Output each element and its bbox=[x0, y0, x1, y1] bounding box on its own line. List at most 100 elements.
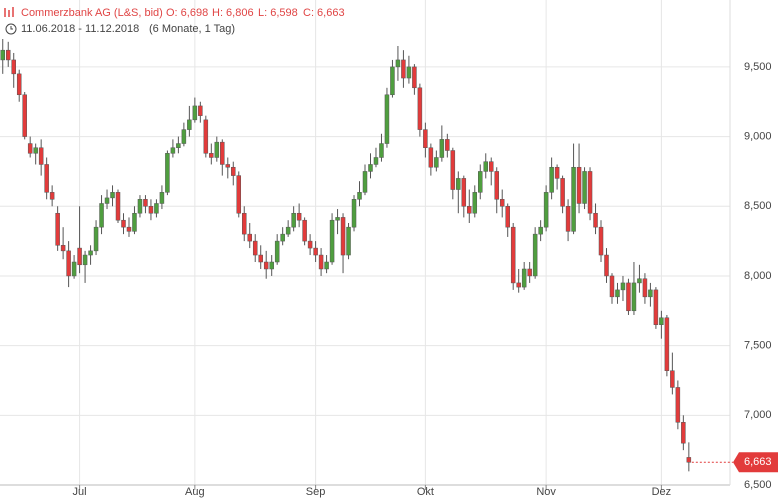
candle-body bbox=[77, 247, 82, 266]
candle-body bbox=[214, 141, 220, 158]
candle-body bbox=[0, 49, 5, 61]
candle-body bbox=[307, 240, 313, 249]
candle-body bbox=[560, 178, 565, 207]
candle-body bbox=[428, 147, 434, 168]
candle-body bbox=[488, 161, 494, 172]
candle-body bbox=[494, 171, 499, 200]
candle-body bbox=[16, 73, 22, 96]
candle-body bbox=[373, 157, 379, 165]
candle-body bbox=[280, 233, 285, 242]
low-label: L: 6,598 bbox=[258, 7, 298, 19]
candle-body bbox=[615, 289, 620, 298]
candle-body bbox=[170, 147, 176, 154]
candle-body bbox=[379, 143, 384, 158]
candle-body bbox=[121, 219, 126, 228]
x-tick-label: Jul bbox=[73, 486, 87, 498]
candle-body bbox=[571, 166, 576, 232]
candle-body bbox=[521, 268, 527, 288]
x-tick-label: Sep bbox=[306, 486, 326, 498]
candle-body bbox=[154, 203, 159, 214]
candle-body bbox=[620, 282, 626, 291]
candle-body bbox=[258, 254, 263, 263]
x-tick-label: Okt bbox=[417, 486, 434, 498]
instrument: Commerzbank AG (L&S, bid) bbox=[21, 7, 163, 19]
candle-body bbox=[209, 153, 214, 158]
candle-body bbox=[203, 119, 209, 154]
candle-body bbox=[362, 171, 368, 193]
candle-body bbox=[450, 150, 456, 190]
candle-body bbox=[351, 199, 357, 228]
candle-body bbox=[93, 226, 99, 252]
candle-body bbox=[165, 153, 170, 193]
candle-body bbox=[88, 250, 93, 256]
grid bbox=[0, 0, 730, 486]
candle-body bbox=[285, 226, 291, 235]
y-tick-label: 6,500 bbox=[744, 479, 772, 491]
candle-body bbox=[329, 219, 335, 263]
last-price-tag bbox=[733, 452, 778, 473]
candle-body bbox=[472, 192, 478, 214]
candle-body bbox=[241, 212, 247, 235]
candle-body bbox=[335, 217, 340, 221]
header: Commerzbank AG (L&S, bid) O: 6,698 H: 6,… bbox=[4, 7, 345, 35]
candle-body bbox=[659, 317, 664, 325]
candle-body bbox=[395, 59, 401, 68]
candle-body bbox=[22, 94, 27, 137]
candle-body bbox=[478, 171, 483, 193]
candle-body bbox=[445, 139, 450, 151]
y-tick-label: 7,500 bbox=[744, 340, 772, 352]
candle-body bbox=[269, 261, 274, 270]
candle-body bbox=[527, 268, 532, 277]
candle-body bbox=[263, 261, 269, 270]
candle-body bbox=[247, 233, 252, 242]
clock-hands bbox=[10, 26, 13, 30]
candle-body bbox=[412, 66, 417, 89]
candle-body bbox=[187, 119, 192, 130]
candle-body bbox=[505, 206, 510, 228]
date-range: 11.06.2018 - 11.12.2018 bbox=[21, 23, 139, 35]
candle-body bbox=[467, 206, 472, 214]
candle-body bbox=[55, 212, 60, 246]
candle-body bbox=[5, 49, 11, 61]
candle-body bbox=[423, 129, 428, 148]
candle-body bbox=[82, 254, 88, 266]
candle-body bbox=[148, 206, 154, 214]
candle-body bbox=[274, 240, 280, 263]
close-label: C: 6,663 bbox=[303, 7, 345, 19]
candle-body bbox=[181, 129, 187, 144]
candle-body bbox=[648, 289, 653, 298]
candle-body bbox=[499, 199, 505, 207]
x-tick-label: Nov bbox=[536, 486, 556, 498]
period: (6 Monate, 1 Tag) bbox=[149, 23, 235, 35]
clock-icon bbox=[5, 23, 17, 35]
y-tick-label: 8,000 bbox=[744, 270, 772, 282]
candle-body bbox=[143, 199, 148, 207]
candle-body bbox=[71, 261, 77, 277]
candle-body bbox=[604, 254, 609, 277]
candle-body bbox=[401, 59, 406, 79]
y-tick-label: 9,000 bbox=[744, 130, 772, 142]
candle-body bbox=[313, 247, 318, 256]
x-tick-label: Dez bbox=[652, 486, 672, 498]
candle-body bbox=[390, 66, 395, 96]
candle-body bbox=[33, 147, 38, 154]
candle-body bbox=[99, 203, 104, 228]
candle-body bbox=[11, 59, 16, 75]
x-tick-label: Aug bbox=[185, 486, 205, 498]
candle-body bbox=[554, 166, 560, 179]
candle-body bbox=[609, 275, 615, 298]
candle-body bbox=[296, 212, 302, 221]
candle-body bbox=[60, 245, 66, 252]
candle-body bbox=[302, 219, 307, 242]
candle-body bbox=[346, 226, 351, 256]
last-price-label: 6,663 bbox=[744, 456, 772, 468]
candle-body bbox=[49, 192, 55, 200]
candle-body bbox=[137, 199, 143, 214]
candle-body bbox=[516, 282, 521, 288]
y-tick-label: 9,500 bbox=[744, 61, 772, 73]
candle-body bbox=[132, 212, 137, 232]
candle-body bbox=[406, 66, 412, 79]
candle-body bbox=[236, 175, 242, 214]
candle-body bbox=[38, 147, 44, 165]
